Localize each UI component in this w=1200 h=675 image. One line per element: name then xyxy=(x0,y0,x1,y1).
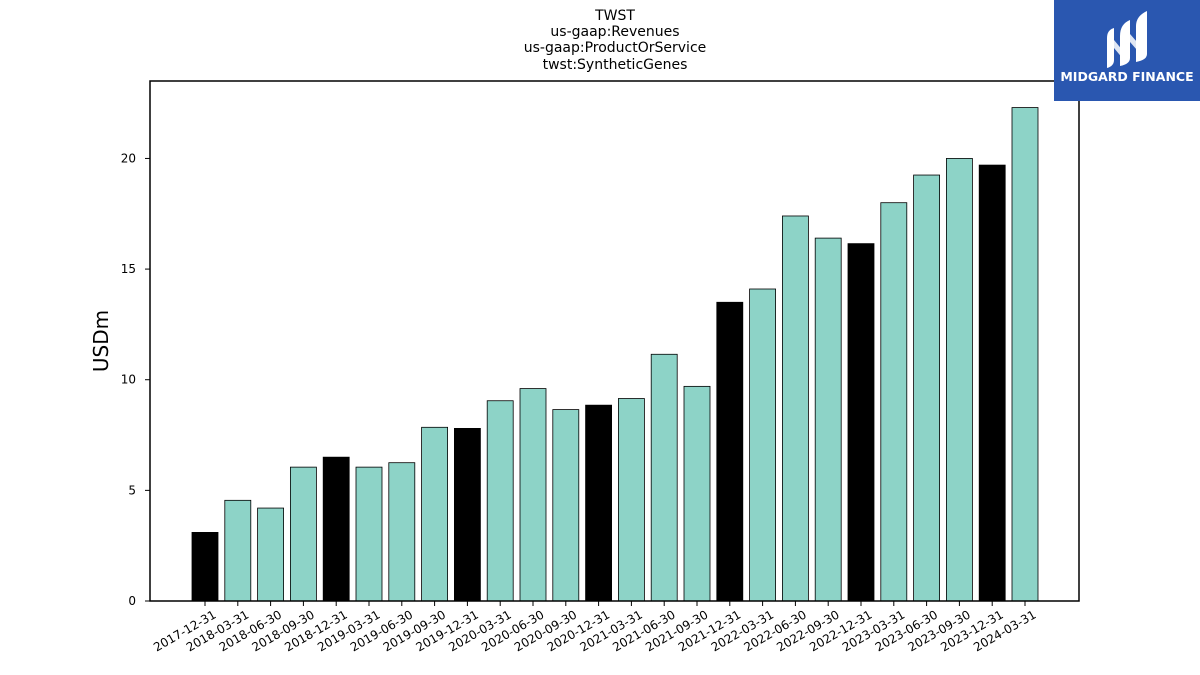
bar-2019-09-30 xyxy=(421,426,449,602)
bar-2017-12-31 xyxy=(191,532,219,602)
title-line-1: TWST xyxy=(594,8,635,24)
bar-2023-09-30 xyxy=(946,158,973,602)
bar-2018-06-30 xyxy=(257,507,285,602)
plot-frame xyxy=(149,80,1080,602)
bar-2020-09-30 xyxy=(552,409,580,602)
y-tick-label: 0 xyxy=(128,594,136,608)
bar-2023-06-30 xyxy=(913,174,940,602)
bar-2021-12-31 xyxy=(716,301,744,602)
bar-2019-03-31 xyxy=(355,466,383,602)
bar-2022-12-31 xyxy=(847,243,875,602)
logo-text: MIDGARD FINANCE xyxy=(1060,69,1193,84)
title-line-4: twst:SyntheticGenes xyxy=(543,57,688,73)
bar-2023-03-31 xyxy=(880,202,908,602)
bars-group xyxy=(191,107,1039,602)
title-line-3: us-gaap:ProductOrService xyxy=(524,40,707,56)
bar-2024-03-31 xyxy=(1011,107,1039,602)
title-line-2: us-gaap:Revenues xyxy=(550,24,679,40)
bar-2018-03-31 xyxy=(224,499,252,602)
midgard-finance-logo: MIDGARD FINANCE xyxy=(1054,0,1200,101)
y-axis: 0 5 10 15 20 xyxy=(121,151,150,608)
bar-2022-03-31 xyxy=(749,288,776,602)
bar-2020-06-30 xyxy=(519,388,547,602)
y-tick-label: 10 xyxy=(121,373,136,387)
bar-2020-03-31 xyxy=(486,400,514,602)
bar-2021-03-31 xyxy=(618,398,645,602)
chart-title: TWST us-gaap:Revenues us-gaap:ProductOrS… xyxy=(524,8,707,73)
midgard-m-logo-icon xyxy=(1107,11,1147,68)
bar-2019-06-30 xyxy=(388,462,416,602)
y-axis-label: USDm xyxy=(89,310,113,372)
bar-2022-09-30 xyxy=(814,237,842,602)
bar-2023-12-31 xyxy=(978,164,1006,602)
bar-2021-09-30 xyxy=(683,385,711,602)
bar-2019-12-31 xyxy=(453,427,481,602)
bar-2018-12-31 xyxy=(322,456,350,602)
bar-2020-12-31 xyxy=(585,404,612,602)
x-axis: 2017-12-312018-03-312018-06-302018-09-30… xyxy=(151,601,1039,654)
bar-2021-06-30 xyxy=(650,353,678,602)
y-tick-label: 5 xyxy=(128,483,136,497)
bar-2018-09-30 xyxy=(289,466,317,602)
y-tick-label: 15 xyxy=(121,262,136,276)
y-tick-label: 20 xyxy=(121,151,136,165)
bar-2022-06-30 xyxy=(782,215,809,602)
